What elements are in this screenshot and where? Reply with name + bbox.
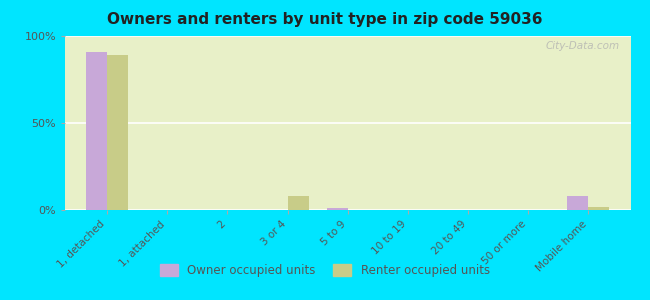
Text: City-Data.com: City-Data.com — [545, 41, 619, 51]
Bar — [86, 52, 107, 210]
Bar — [327, 208, 348, 210]
Bar — [287, 196, 309, 210]
Bar — [567, 196, 588, 210]
Legend: Owner occupied units, Renter occupied units: Owner occupied units, Renter occupied un… — [155, 260, 495, 282]
Text: Owners and renters by unit type in zip code 59036: Owners and renters by unit type in zip c… — [107, 12, 543, 27]
Bar — [107, 55, 128, 210]
Bar — [588, 206, 610, 210]
